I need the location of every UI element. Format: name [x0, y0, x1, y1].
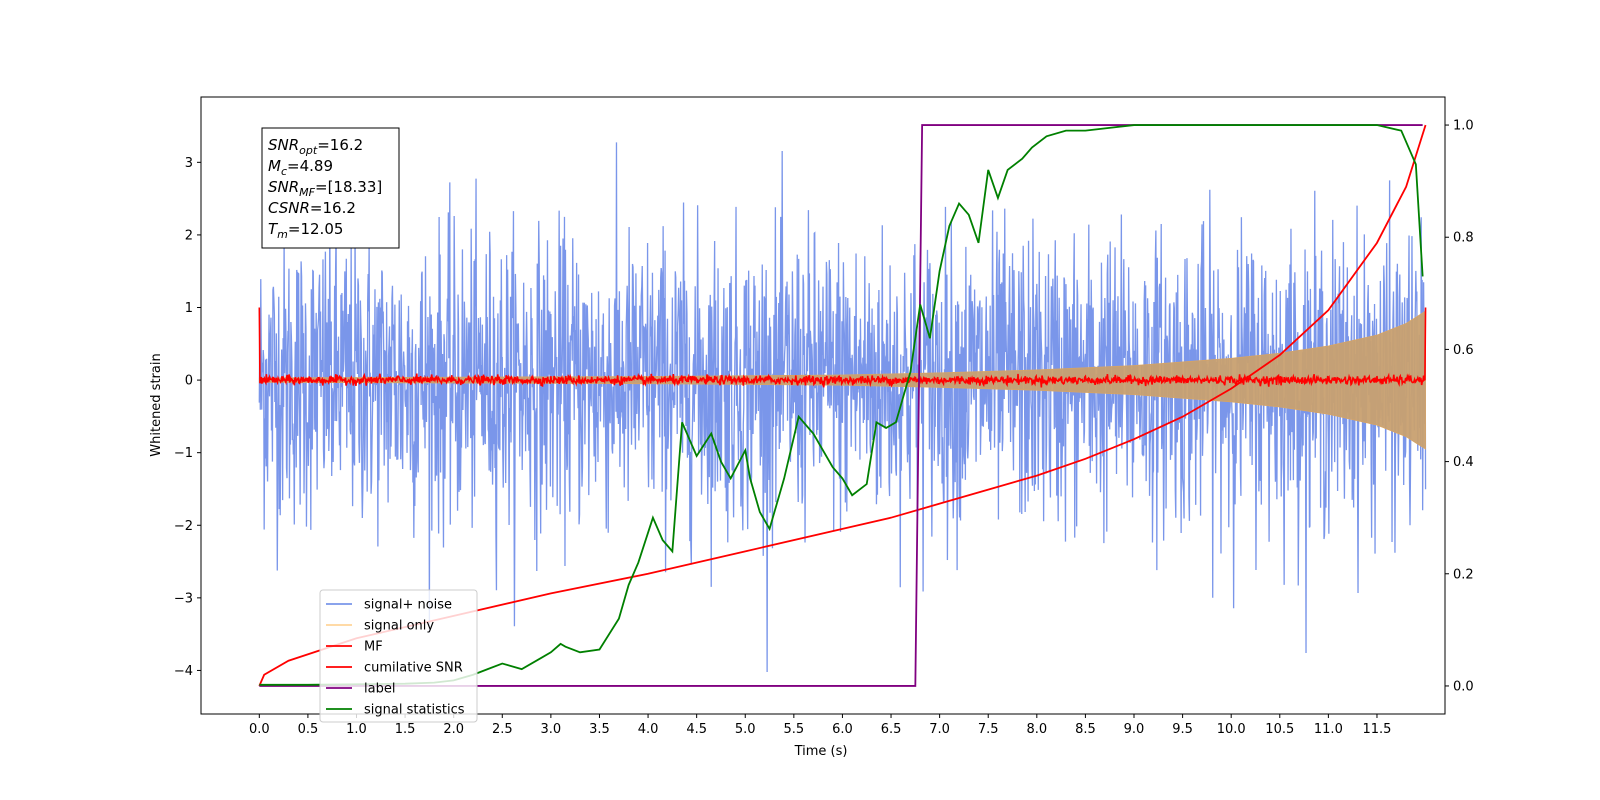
series-signal-statistics [259, 124, 1424, 686]
y-tick-label: 3 [185, 156, 193, 171]
x-tick-label: 0.0 [249, 722, 270, 737]
legend-entry: signal statistics [364, 703, 465, 718]
y-tick-label: 2 [185, 228, 193, 243]
legend-entry: signal only [364, 619, 434, 634]
y-axis-label: Whitened strain [149, 353, 164, 456]
x-tick-label: 1.0 [346, 722, 367, 737]
x-tick-label: 8.5 [1075, 722, 1096, 737]
annotation-line: Mc=4.89 [268, 157, 333, 178]
legend-entry: cumilative SNR [364, 661, 463, 676]
x-tick-label: 7.0 [929, 722, 950, 737]
x-tick-label: 9.0 [1124, 722, 1145, 737]
y-tick-label: −3 [174, 591, 193, 606]
annotation-box: SNRopt=16.2Mc=4.89SNRMF=[18.33]CSNR=16.2… [261, 127, 400, 249]
annotation-line: SNRopt=16.2 [268, 136, 363, 157]
y2-tick-label: 1.0 [1453, 119, 1474, 134]
series-signal-only [258, 310, 1426, 450]
y2-tick-label: 0.2 [1453, 567, 1474, 582]
x-tick-label: 11.5 [1362, 722, 1391, 737]
y2-tick-label: 0.8 [1453, 231, 1474, 246]
legend-entry: signal+ noise [364, 598, 452, 613]
x-tick-label: 6.0 [832, 722, 853, 737]
series-signal-noise [258, 142, 1427, 673]
x-axis-label: Time (s) [794, 744, 848, 759]
x-tick-label: 6.5 [881, 722, 902, 737]
y-tick-label: 0 [185, 374, 193, 389]
x-tick-label: 2.5 [492, 722, 513, 737]
y2-tick-label: 0.4 [1453, 455, 1474, 470]
legend: signal+ noise signal only MF cumilative SNR… [319, 589, 478, 723]
y2-tick-label: 0.0 [1453, 679, 1474, 694]
x-tick-label: 4.5 [686, 722, 707, 737]
x-tick-label: 5.0 [735, 722, 756, 737]
x-tick-label: 4.0 [638, 722, 659, 737]
annotation-line: SNRMF=[18.33] [268, 178, 382, 199]
x-tick-label: 7.5 [978, 722, 999, 737]
y-tick-label: −4 [174, 664, 193, 679]
legend-entry: label [364, 682, 395, 697]
x-tick-label: 1.5 [395, 722, 416, 737]
x-tick-label: 9.5 [1172, 722, 1193, 737]
x-tick-label: 3.5 [589, 722, 610, 737]
x-tick-label: 2.0 [443, 722, 464, 737]
annotation-frame [261, 127, 400, 249]
x-tick-label: 10.5 [1265, 722, 1294, 737]
annotation-line: CSNR=16.2 [268, 199, 356, 217]
x-axis: 0.0 0.5 1.0 1.5 2.0 2.5 3.0 3.5 4.0 4.5 5.0 5.5 6.0 6… [249, 714, 1391, 737]
y-tick-label: 1 [185, 301, 193, 316]
axes-frame [200, 96, 1446, 715]
series-mf [258, 307, 1427, 388]
legend-entry: MF [364, 640, 383, 655]
y-axis-right: 1.0 0.8 0.6 0.4 0.2 0.0 [1445, 119, 1474, 694]
x-tick-label: 0.5 [298, 722, 319, 737]
x-tick-label: 5.5 [784, 722, 805, 737]
x-tick-label: 11.0 [1314, 722, 1343, 737]
legend-frame [319, 589, 478, 723]
x-tick-label: 3.0 [541, 722, 562, 737]
y2-tick-label: 0.6 [1453, 343, 1474, 358]
x-tick-label: 8.0 [1026, 722, 1047, 737]
annotation-line: Tm=12.05 [268, 220, 343, 241]
y-axis-left: 3 2 1 0 −1 −2 −3 −4 [174, 156, 201, 679]
y-tick-label: −1 [174, 446, 193, 461]
x-tick-label: 10.0 [1217, 722, 1246, 737]
y-tick-label: −2 [174, 519, 193, 534]
